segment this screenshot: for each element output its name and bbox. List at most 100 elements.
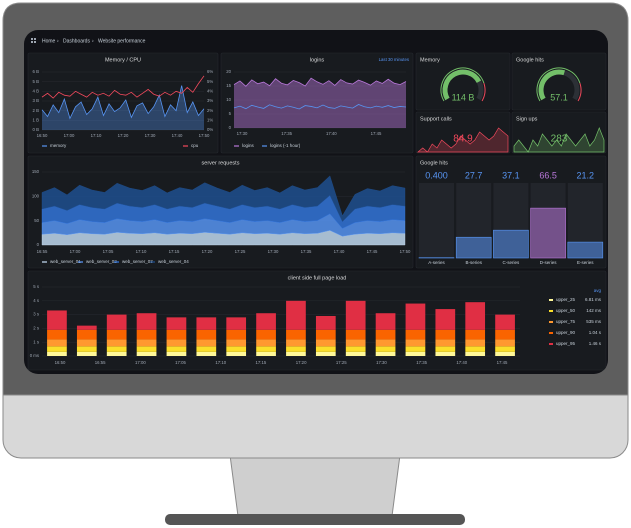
y-tick-label: 150 (32, 169, 40, 174)
bar-segment (136, 313, 157, 330)
x-tick-label: 16:50 (55, 360, 66, 365)
panel-title: Support calls (420, 116, 452, 122)
legend-label: web_server_03 (122, 259, 153, 264)
bar-segment (106, 329, 127, 340)
bar-segment (76, 329, 97, 340)
y-tick-label: 5 B (33, 79, 40, 84)
panel (511, 52, 607, 111)
y-tick-label: 1 s (33, 339, 39, 344)
gauge-value-arc (538, 69, 566, 101)
breadcrumb-separator: › (92, 38, 94, 44)
x-tick-label: 17:30 (145, 133, 156, 138)
legend-label: upper_25 (556, 297, 576, 302)
bar-segment (47, 329, 67, 340)
y-tick-label: 2% (207, 108, 213, 113)
x-tick-label: B-series (465, 260, 482, 265)
panel-title: client side full page load (288, 275, 347, 281)
stacked-area (41, 175, 406, 222)
y-tick-label: 4% (207, 88, 213, 93)
bar-segment (226, 346, 247, 352)
legend-swatch (549, 321, 553, 323)
y-tick-label: 3% (207, 98, 213, 103)
area (234, 78, 406, 128)
bar-segment (76, 339, 97, 347)
y-tick-label: 2 B (33, 108, 40, 113)
legend-label: cpu (191, 143, 199, 148)
gauge-threshold (577, 83, 582, 102)
x-tick-label: 16:55 (95, 360, 106, 365)
bar-segment (345, 300, 366, 330)
bar-segment (286, 346, 306, 352)
gauge-threshold (536, 67, 581, 102)
x-tick-label: 17:50 (400, 249, 411, 254)
bar-segment (226, 339, 247, 347)
panel-title: logins (310, 57, 325, 63)
y-tick-label: 0% (207, 127, 213, 132)
legend-swatch (549, 299, 553, 301)
bar-segment (256, 329, 276, 340)
bar-segment (405, 303, 426, 330)
breadcrumb-item[interactable]: Home (42, 38, 56, 44)
bar-segment (196, 351, 217, 356)
bar-segment (196, 329, 217, 340)
bar-segment (47, 310, 67, 330)
bar-segment (286, 329, 306, 340)
legend-label: upper_90 (556, 330, 576, 335)
bar-segment (495, 346, 515, 352)
bar-segment (435, 346, 456, 352)
bar-segment (106, 314, 127, 330)
y-tick-label: 4 B (33, 88, 40, 93)
bar-segment (166, 317, 187, 330)
bar-segment (196, 317, 217, 330)
x-tick-label: 17:10 (136, 249, 147, 254)
x-tick-label: E-series (577, 260, 594, 265)
bar-segment (226, 351, 247, 356)
bar-segment (136, 329, 157, 340)
x-tick-label: A-series (428, 260, 445, 265)
x-tick-label: 17:40 (334, 249, 345, 254)
bar-segment (435, 351, 456, 356)
bar-segment (106, 339, 127, 347)
y-tick-label: 1 B (33, 117, 40, 122)
bar-value-label: 66.5 (539, 170, 557, 180)
y-tick-label: 2 s (33, 326, 39, 331)
bar-segment (166, 339, 187, 347)
x-tick-label: 17:20 (296, 360, 307, 365)
bar-segment (465, 351, 486, 356)
bar-segment (256, 313, 276, 330)
bar-segment (315, 346, 336, 352)
monitor-neck (229, 454, 401, 517)
legend-swatch (549, 332, 553, 334)
bar-segment (435, 339, 456, 347)
bar-segment (495, 339, 515, 347)
bar-segment (375, 346, 396, 352)
gauge-value: 114 B (452, 92, 475, 102)
bar-segment (345, 339, 366, 347)
bar (567, 241, 604, 259)
gauge-threshold (440, 67, 485, 102)
bar-segment (196, 339, 217, 347)
bar-segment (76, 346, 97, 352)
apps-icon[interactable] (31, 38, 36, 43)
bar-value-label: 27.7 (465, 170, 483, 180)
x-tick-label: 17:25 (336, 360, 347, 365)
x-tick-label: 17:30 (376, 360, 387, 365)
x-tick-label: 16:50 (37, 133, 48, 138)
y-tick-label: 3 B (33, 98, 40, 103)
x-tick-label: 17:45 (371, 131, 382, 136)
bar-segment (435, 309, 456, 330)
bar-segment (495, 329, 515, 340)
bar-segment (47, 346, 67, 352)
breadcrumb-item[interactable]: Dashboards (63, 38, 90, 44)
bar-segment (315, 351, 336, 356)
line (233, 77, 407, 87)
x-tick-label: 17:10 (215, 360, 226, 365)
gauge-value-arc (442, 69, 482, 101)
x-tick-label: 17:15 (256, 360, 267, 365)
panel (415, 52, 511, 111)
bar-segment (465, 329, 486, 340)
y-tick-label: 15 (226, 83, 231, 88)
x-tick-label: 17:10 (91, 133, 102, 138)
x-tick-label: 17:45 (367, 249, 378, 254)
